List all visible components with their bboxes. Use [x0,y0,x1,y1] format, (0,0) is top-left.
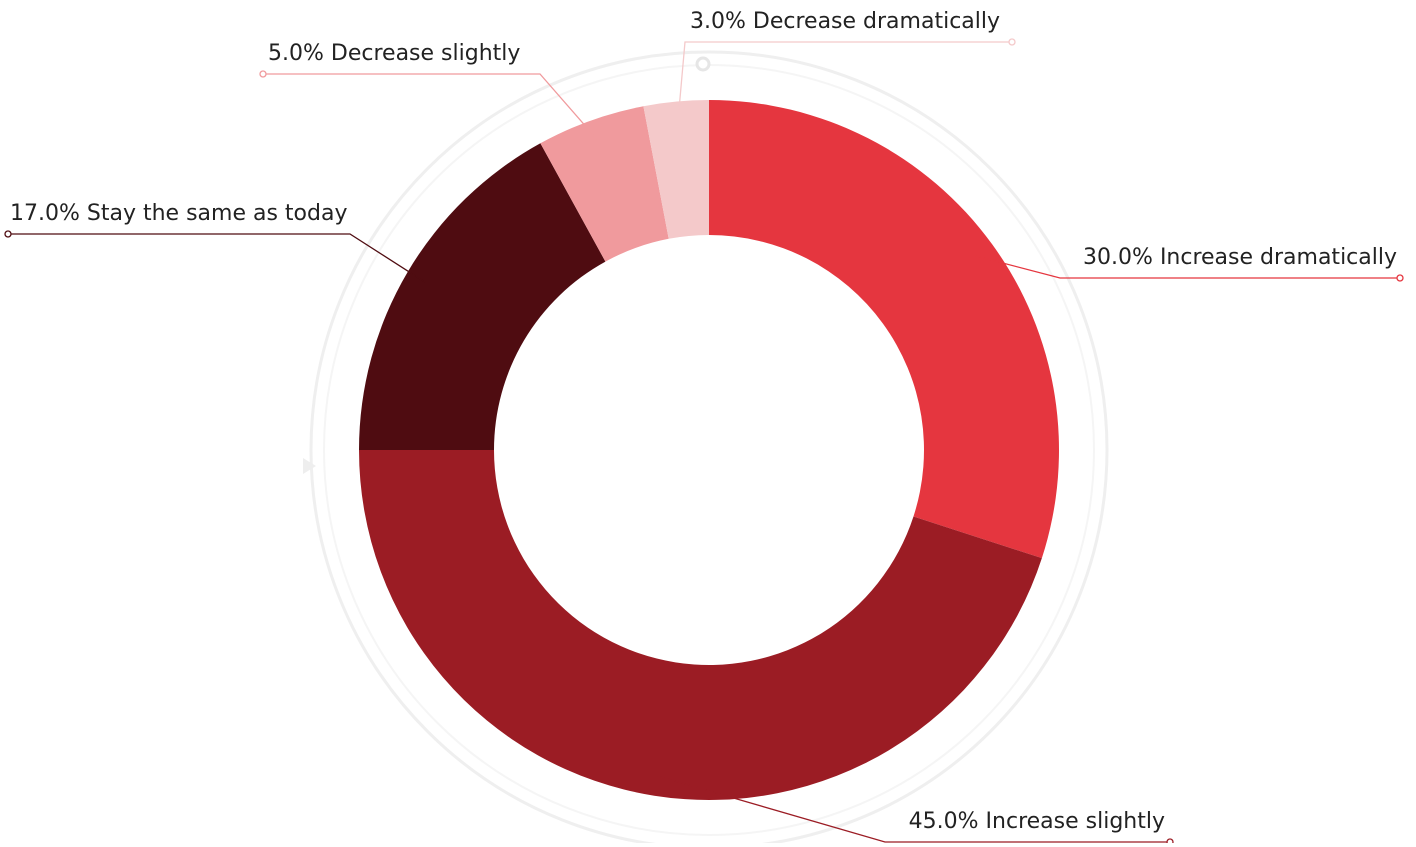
leader-line [263,73,598,140]
leader-dot [1396,274,1404,282]
slice-value-label: 3.0% [690,9,746,34]
decor-knob [695,56,711,72]
slice-category-label: Increase dramatically [1160,245,1397,270]
leader-dot [1008,38,1016,46]
slice-value-label: 17.0% [10,201,80,226]
leader-line [8,233,426,283]
donut-slice [709,100,1059,559]
leader-dot [259,70,267,78]
slice-category-label: Decrease slightly [331,41,521,66]
slice-label: 3.0% Decrease dramatically [690,9,1000,34]
slice-category-label: Stay the same as today [87,201,348,226]
leader-dot [4,230,12,238]
leader-line [657,775,1170,843]
slice-category-label: Increase slightly [986,809,1165,834]
decor-arrow [303,458,316,474]
slice-value-label: 5.0% [268,41,324,66]
slice-category-label: Decrease dramatically [753,9,1000,34]
slice-label: 5.0% Decrease slightly [268,41,520,66]
donut-slice [359,450,1042,800]
leader-dot [1166,838,1174,846]
leader-line [975,255,1400,279]
leader-line [677,41,1012,122]
slice-label: 30.0% Increase dramatically [1083,245,1397,270]
decor-ring [309,50,1109,847]
slice-label: 45.0% Increase slightly [909,809,1165,834]
donut-slice [643,100,709,239]
slice-value-label: 30.0% [1083,245,1153,270]
slice-label: 17.0% Stay the same as today [10,201,347,226]
donut-slice [359,143,606,450]
slice-value-label: 45.0% [909,809,979,834]
donut-slice [540,106,669,262]
